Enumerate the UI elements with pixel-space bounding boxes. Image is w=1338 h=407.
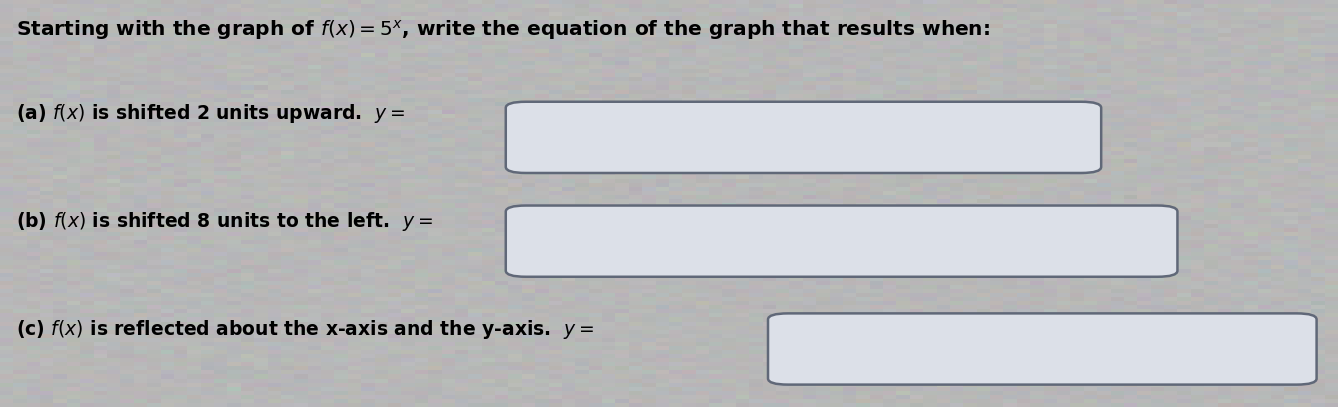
FancyBboxPatch shape bbox=[768, 313, 1317, 385]
Text: Starting with the graph of $f(x) = 5^x$, write the equation of the graph that re: Starting with the graph of $f(x) = 5^x$,… bbox=[16, 18, 990, 42]
Text: (a) $f(x)$ is shifted 2 units upward.  $y =$: (a) $f(x)$ is shifted 2 units upward. $y… bbox=[16, 103, 405, 125]
FancyBboxPatch shape bbox=[506, 102, 1101, 173]
Text: (c) $f(x)$ is reflected about the x-axis and the y-axis.  $y =$: (c) $f(x)$ is reflected about the x-axis… bbox=[16, 318, 594, 341]
FancyBboxPatch shape bbox=[506, 206, 1177, 277]
Text: (b) $f(x)$ is shifted 8 units to the left.  $y =$: (b) $f(x)$ is shifted 8 units to the lef… bbox=[16, 210, 434, 233]
